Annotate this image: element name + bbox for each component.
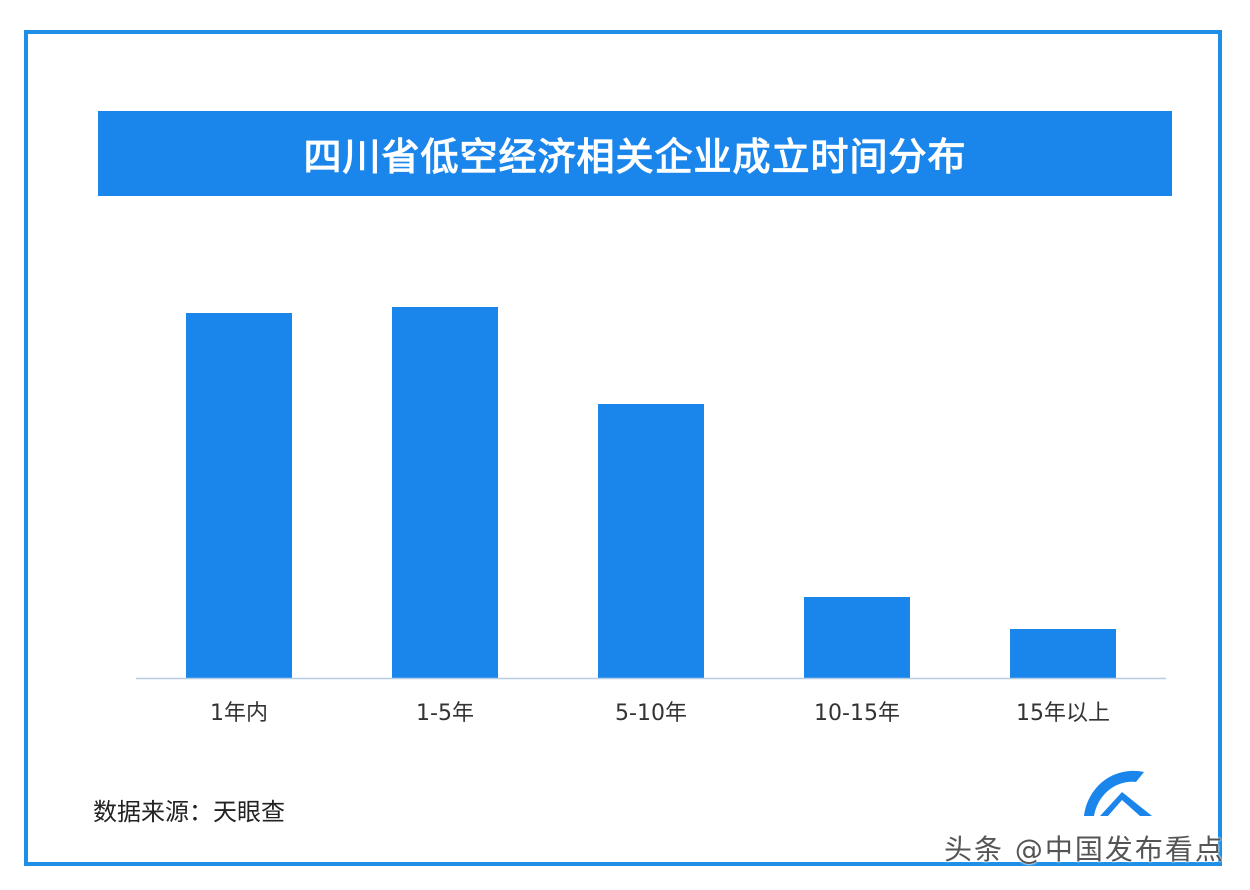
x-tick-label-3: 10-15年 — [814, 701, 900, 726]
x-tick-label-2: 5-10年 — [615, 701, 687, 726]
bar-3 — [804, 597, 910, 678]
watermark: 头条 @中国发布看点 — [944, 833, 1225, 866]
x-tick-label-1: 1-5年 — [416, 701, 474, 726]
bar-2 — [598, 404, 704, 678]
chart-title: 四川省低空经济相关企业成立时间分布 — [303, 134, 967, 179]
bar-4 — [1010, 629, 1116, 678]
tianyancha-logo-icon — [1084, 770, 1152, 816]
x-tick-label-0: 1年内 — [210, 701, 268, 726]
title-band: 四川省低空经济相关企业成立时间分布 — [98, 111, 1172, 196]
bar-1 — [392, 307, 498, 678]
data-source-note: 数据来源：天眼查 — [93, 798, 285, 826]
bar-0 — [186, 313, 292, 678]
x-tick-label-4: 15年以上 — [1016, 701, 1110, 726]
